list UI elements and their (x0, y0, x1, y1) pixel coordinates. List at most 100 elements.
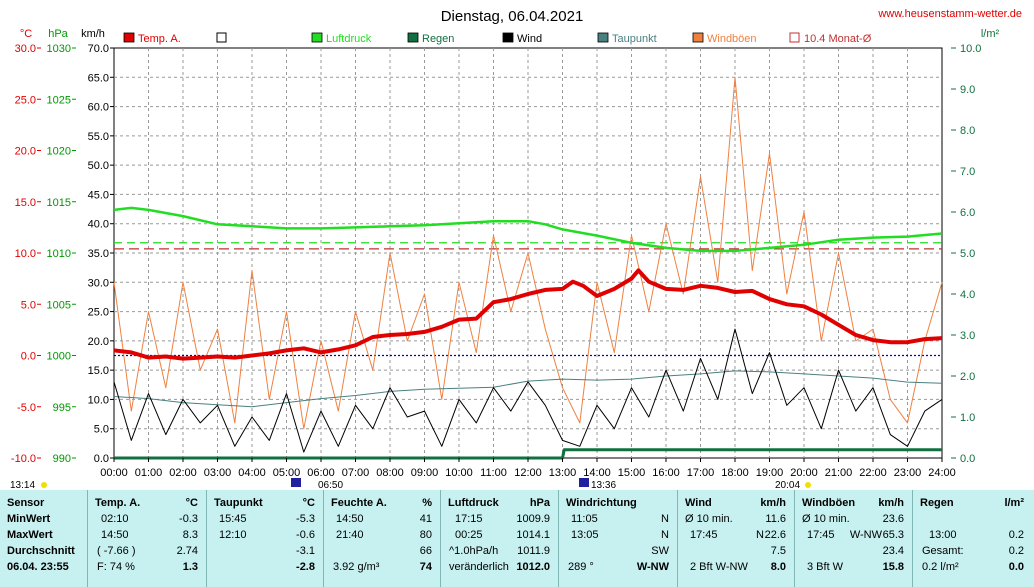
hum-max-time: 21:40 (336, 529, 364, 541)
temp-now-value: 1.3 (182, 561, 198, 573)
pressure-tick-label: 1020 (47, 146, 71, 158)
wind-tick-label: 70.0 (88, 43, 109, 55)
chart-grid (113, 47, 943, 459)
hum-now-note: 3.92 g/m³ (333, 561, 380, 573)
winddir-max-time: 13:05 (571, 529, 599, 541)
legend-label: Windböen (707, 33, 757, 45)
hum-min-time: 14:50 (336, 513, 364, 525)
time-marker-mid: 13:36 (591, 480, 616, 490)
wind-tick-label: 10.0 (88, 394, 109, 406)
gust-max-value: 65.3 (882, 529, 904, 541)
pressure-tick-label: 995 (53, 402, 71, 414)
temp-tick-label: 10.0 (15, 248, 36, 260)
wind-max-time: 17:45 (690, 529, 718, 541)
x-tick-label: 02:00 (169, 467, 197, 479)
temp-tick-label: 0.0 (21, 351, 36, 363)
legend-swatch (311, 32, 323, 43)
wind-tick-label: 40.0 (88, 219, 109, 231)
statistics-table: Sensor MinWert MaxWert Durchschnitt 06.0… (0, 490, 1034, 587)
winddir-header: Windrichtung (566, 497, 637, 509)
x-tick-label: 04:00 (238, 467, 266, 479)
temp-max-value: 8.3 (182, 529, 198, 541)
legend-swatch (123, 32, 135, 43)
rain-now-value: 0.0 (1008, 561, 1024, 573)
winddir-max-value: N (661, 529, 669, 541)
legend-swatch (407, 32, 419, 43)
x-tick-label: 09:00 (411, 467, 439, 479)
pressure-tick-label: 990 (53, 453, 71, 465)
gust-avg10-value: 23.6 (882, 513, 904, 525)
legend-swatch (692, 32, 704, 43)
hum-min-value: 41 (419, 513, 432, 525)
series-line-taupunkt (113, 370, 943, 408)
x-tick-label: 16:00 (652, 467, 680, 479)
temp-tick-label: 5.0 (21, 299, 36, 311)
x-tick-label: 20:00 (790, 467, 818, 479)
rain-tick-label: 2.0 (960, 371, 975, 383)
temp-tick-label: 15.0 (15, 197, 36, 209)
dew-max-value: -0.6 (296, 529, 315, 541)
x-tick-label: 22:00 (859, 467, 887, 479)
dew-now-value: -2.8 (296, 561, 315, 573)
series-line-temp-a- (113, 268, 943, 361)
chart-title: Dienstag, 06.04.2021 (441, 8, 584, 25)
gust-unit: km/h (878, 497, 904, 509)
temp-unit: °C (185, 497, 198, 509)
sunrise-icon (291, 478, 301, 487)
pressure-min-value: 1009.9 (516, 513, 550, 525)
wind-tick-label: 50.0 (88, 160, 109, 172)
wind-tick-label: 20.0 (88, 336, 109, 348)
stats-humidity: Feuchte A.% 14:50 41 21:40 80 66 3.92 g/m³… (324, 490, 441, 587)
wind-tick-label: 45.0 (88, 189, 109, 201)
x-tick-label: 05:00 (273, 467, 301, 479)
stats-temp: Temp. A. °C 02:10 -0.3 14:50 8.3 ( -7.66 ) 2… (88, 490, 207, 587)
sensor-avg-label: Durchschnitt (7, 545, 75, 557)
dew-avg-value: -3.1 (296, 545, 315, 557)
time-markers: 13:14 06:50 13:36 20:04 (10, 478, 811, 490)
pressure-trend: ^1.0hPa/h (449, 545, 499, 557)
wind-now-bft: 2 Bft W-NW (690, 561, 748, 573)
rain-max-value: 0.2 (1008, 529, 1024, 541)
pressure-min-time: 17:15 (455, 513, 483, 525)
temp-tick-label: -5.0 (17, 402, 36, 414)
time-marker-right: 20:04 (775, 480, 800, 490)
winddir-now-degrees: 289 ° (568, 561, 594, 573)
sensor-max-label: MaxWert (7, 529, 53, 541)
x-tick-label: 13:00 (549, 467, 577, 479)
pressure-header: Luftdruck (448, 497, 499, 509)
hum-now-value: 74 (419, 561, 432, 573)
chart-axes: 30.0 25.0 20.0 15.0 10.0 5.0 0.0 -5.0 -10.0 1030 1… (11, 43, 982, 479)
temp-avg-note: ( -7.66 ) (97, 545, 136, 557)
temp-avg-value: 2.74 (176, 545, 198, 557)
stats-pressure: Luftdruck hPa 17:15 1009.9 00:25 1014.1 ^1.… (441, 490, 559, 587)
x-tick-label: 14:00 (583, 467, 611, 479)
rain-tick-label: 5.0 (960, 248, 975, 260)
gust-max-time: 17:45 (807, 529, 835, 541)
sun-icon (41, 482, 47, 488)
legend-label: Temp. A. (138, 33, 181, 45)
rain-tick-label: 6.0 (960, 207, 975, 219)
temp-min-value: -0.3 (179, 513, 198, 525)
x-tick-label: 11:00 (480, 467, 507, 479)
time-marker-sunrise: 06:50 (318, 480, 343, 490)
x-tick-label: 12:00 (514, 467, 542, 479)
legend-label: Luftdruck (326, 33, 372, 45)
winddir-avg-value: SW (651, 545, 669, 557)
rain-total-label: Gesamt: (922, 545, 964, 557)
series-line-windb-en (113, 76, 943, 430)
dew-min-time: 15:45 (219, 513, 247, 525)
rain-tick-label: 0.0 (960, 453, 975, 465)
stats-rain: Regen l/m² 13:00 0.2 Gesamt: 0.2 0.2 l/m² 0.… (913, 490, 1034, 587)
x-tick-label: 06:00 (307, 467, 335, 479)
temp-min-time: 02:10 (101, 513, 129, 525)
legend-label: Wind (517, 33, 542, 45)
sensor-min-label: MinWert (7, 513, 51, 525)
winddir-now-value: W-NW (636, 561, 669, 573)
pressure-unit-label: hPa (48, 28, 68, 40)
x-tick-label: 19:00 (756, 467, 784, 479)
legend-label: Regen (422, 33, 454, 45)
wind-avg-value: 7.5 (770, 545, 786, 557)
x-tick-label: 17:00 (687, 467, 715, 479)
rain-now-note: 0.2 l/m² (922, 561, 959, 573)
rain-tick-label: 9.0 (960, 84, 975, 96)
